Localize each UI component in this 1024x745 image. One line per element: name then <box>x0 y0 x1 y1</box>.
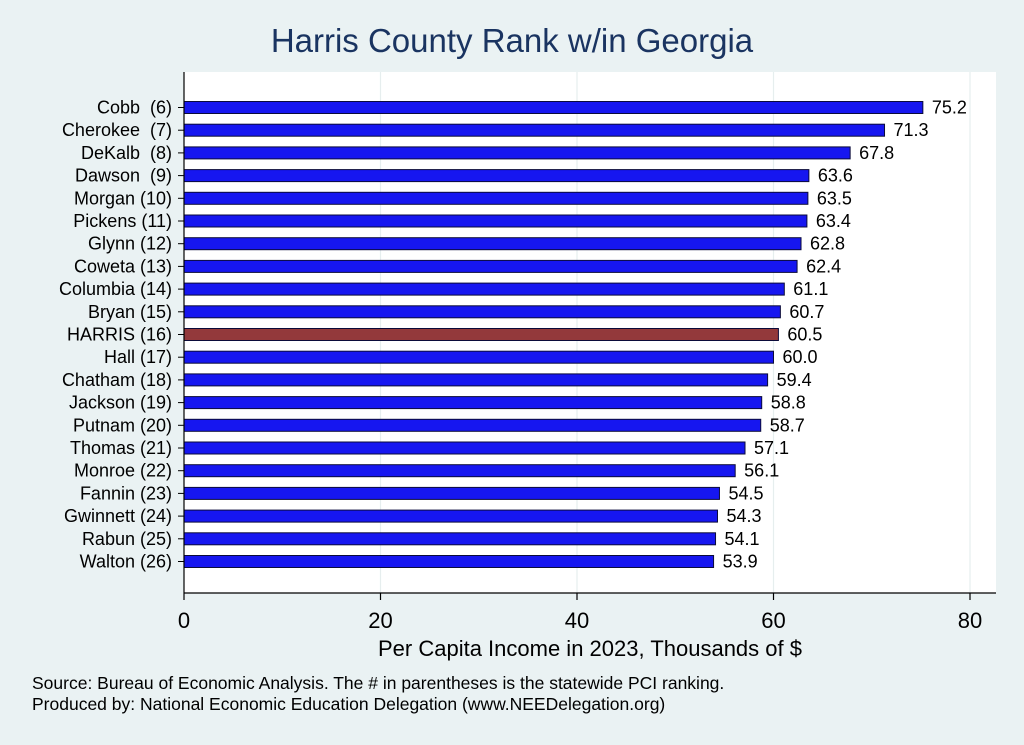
value-label: 60.7 <box>789 302 824 322</box>
value-label: 62.4 <box>806 256 841 276</box>
bar <box>183 396 763 410</box>
bar <box>183 169 810 183</box>
bar <box>183 282 785 296</box>
bar-highlighted <box>183 328 779 341</box>
category-label: Glynn (12) <box>88 234 172 254</box>
value-label: 54.3 <box>726 506 761 526</box>
category-label: Cobb (6) <box>97 98 172 118</box>
bar <box>183 214 808 228</box>
category-label: Fannin (23) <box>80 483 172 503</box>
bar <box>183 237 802 251</box>
bar <box>183 350 774 364</box>
value-label: 54.5 <box>728 483 763 503</box>
bar <box>183 441 746 455</box>
value-label: 57.1 <box>754 438 789 458</box>
category-label: Gwinnett (24) <box>64 506 172 526</box>
x-tick-label: 40 <box>565 608 589 633</box>
category-label: Dawson (9) <box>75 166 172 186</box>
x-axis-title: Per Capita Income in 2023, Thousands of … <box>378 636 802 661</box>
x-ticks: 0 20 40 60 80 <box>178 107 982 633</box>
value-label: 62.8 <box>810 234 845 254</box>
value-label: 60.0 <box>783 347 818 367</box>
category-label: Hall (17) <box>104 347 172 367</box>
value-label: 75.2 <box>932 98 967 118</box>
x-tick-label: 20 <box>368 608 392 633</box>
bar <box>183 101 924 114</box>
bar <box>183 123 886 137</box>
category-label: Jackson (19) <box>69 393 172 413</box>
bar <box>183 259 798 273</box>
value-label: 60.5 <box>787 325 822 345</box>
bar <box>183 464 736 478</box>
category-label: Morgan (10) <box>74 188 172 208</box>
bars <box>183 101 924 568</box>
category-label: Bryan (15) <box>88 302 172 322</box>
category-label: DeKalb (8) <box>81 143 172 163</box>
value-label: 63.5 <box>817 188 852 208</box>
value-label: 63.6 <box>818 166 853 186</box>
bar <box>183 305 781 319</box>
x-tick-label: 0 <box>178 608 190 633</box>
value-label: 61.1 <box>793 279 828 299</box>
category-label: Rabun (25) <box>82 529 172 549</box>
value-label: 54.1 <box>725 529 760 549</box>
bar <box>183 486 720 500</box>
value-label: 63.4 <box>816 211 851 231</box>
value-label: 71.3 <box>894 120 929 140</box>
x-tick-label: 60 <box>761 608 785 633</box>
bar <box>183 146 851 160</box>
x-tick-label: 80 <box>958 608 982 633</box>
category-label: Coweta (13) <box>74 256 172 276</box>
labels: Cobb (6) 75.2 Cherokee (7) 71.3 DeKalb (8) 67… <box>59 98 967 572</box>
category-label: Cherokee (7) <box>62 120 172 140</box>
category-label: Monroe (22) <box>74 461 172 481</box>
produced-by-note: Produced by: National Economic Education… <box>32 694 666 714</box>
value-label: 53.9 <box>723 552 758 572</box>
category-label: Chatham (18) <box>62 370 172 390</box>
footer: Source: Bureau of Economic Analysis. The… <box>32 673 724 715</box>
category-label: Walton (26) <box>80 552 172 572</box>
category-label: HARRIS (16) <box>67 325 172 345</box>
bar <box>183 418 762 432</box>
value-label: 59.4 <box>777 370 812 390</box>
value-label: 67.8 <box>859 143 894 163</box>
category-label: Putnam (20) <box>73 415 172 435</box>
category-label: Thomas (21) <box>70 438 172 458</box>
value-label: 56.1 <box>744 461 779 481</box>
bar <box>183 191 809 205</box>
bar <box>183 532 717 546</box>
bar <box>183 555 715 568</box>
source-note: Source: Bureau of Economic Analysis. The… <box>32 673 725 693</box>
value-label: 58.8 <box>771 393 806 413</box>
chart-title: Harris County Rank w/in Georgia <box>270 22 754 59</box>
value-label: 58.7 <box>770 415 805 435</box>
category-label: Columbia (14) <box>59 279 172 299</box>
bar <box>183 373 769 387</box>
category-label: Pickens (11) <box>73 211 172 231</box>
bar <box>183 509 718 523</box>
